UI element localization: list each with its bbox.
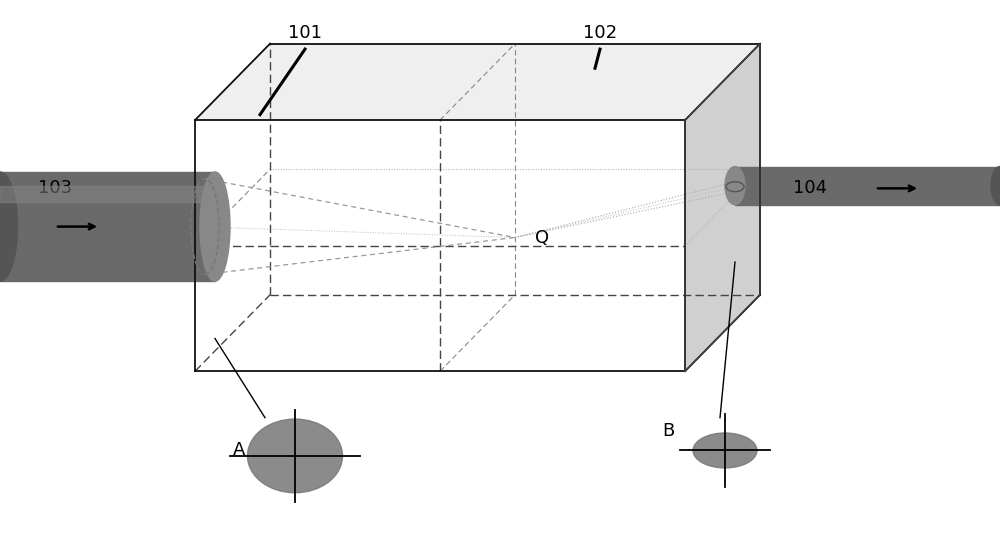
Text: Q: Q (535, 229, 549, 246)
Text: A: A (233, 442, 245, 459)
Bar (735, 167, 1000, 205)
Text: 102: 102 (583, 24, 617, 41)
Text: B: B (663, 423, 675, 440)
Bar (0, 186, 215, 202)
Ellipse shape (200, 172, 230, 281)
Bar (0, 172, 215, 281)
Polygon shape (195, 44, 760, 120)
Polygon shape (685, 44, 760, 371)
Ellipse shape (693, 433, 757, 468)
Text: 104: 104 (793, 180, 827, 197)
Ellipse shape (248, 419, 342, 492)
Text: 101: 101 (288, 24, 322, 41)
Ellipse shape (725, 167, 745, 205)
Ellipse shape (991, 167, 1000, 205)
Text: 103: 103 (38, 180, 72, 197)
Ellipse shape (0, 172, 18, 281)
